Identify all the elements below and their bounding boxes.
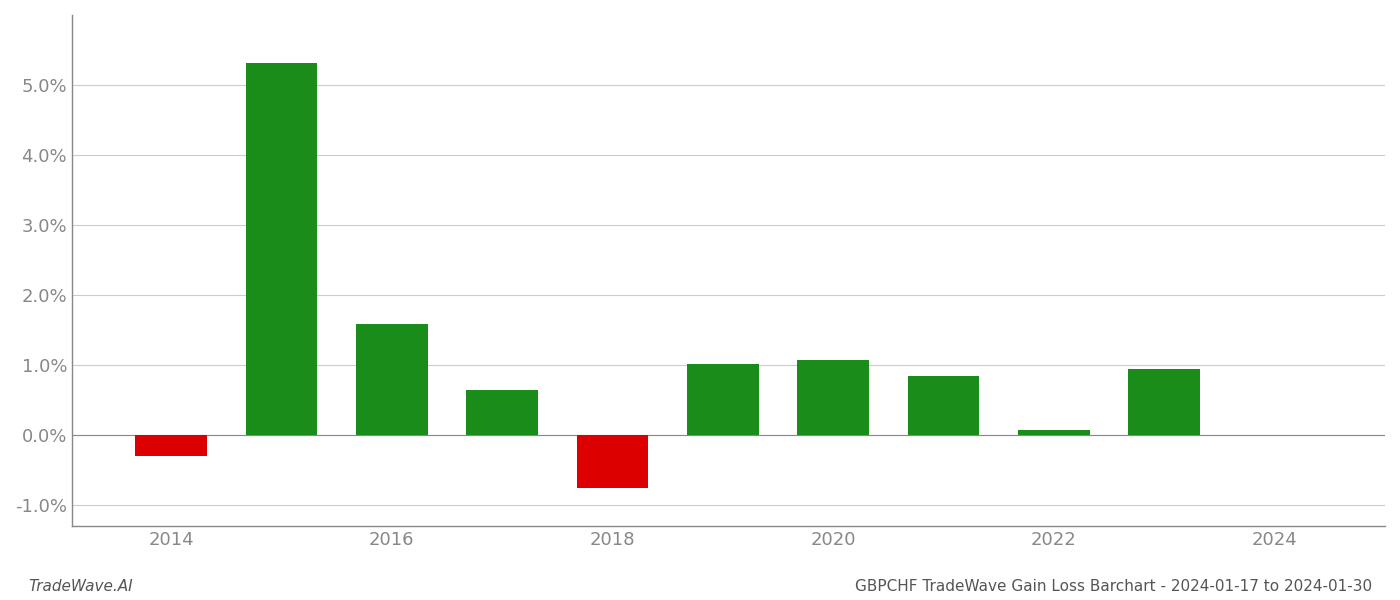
Bar	[577, 435, 648, 488]
Bar	[687, 364, 759, 435]
Bar	[798, 360, 869, 435]
Text: TradeWave.AI: TradeWave.AI	[28, 579, 133, 594]
Text: GBPCHF TradeWave Gain Loss Barchart - 2024-01-17 to 2024-01-30: GBPCHF TradeWave Gain Loss Barchart - 20…	[855, 579, 1372, 594]
Bar	[466, 389, 538, 435]
Bar	[245, 62, 318, 435]
Bar	[1128, 368, 1200, 435]
Bar	[907, 376, 980, 435]
Bar	[136, 435, 207, 456]
Bar	[1018, 430, 1089, 435]
Bar	[356, 325, 428, 435]
